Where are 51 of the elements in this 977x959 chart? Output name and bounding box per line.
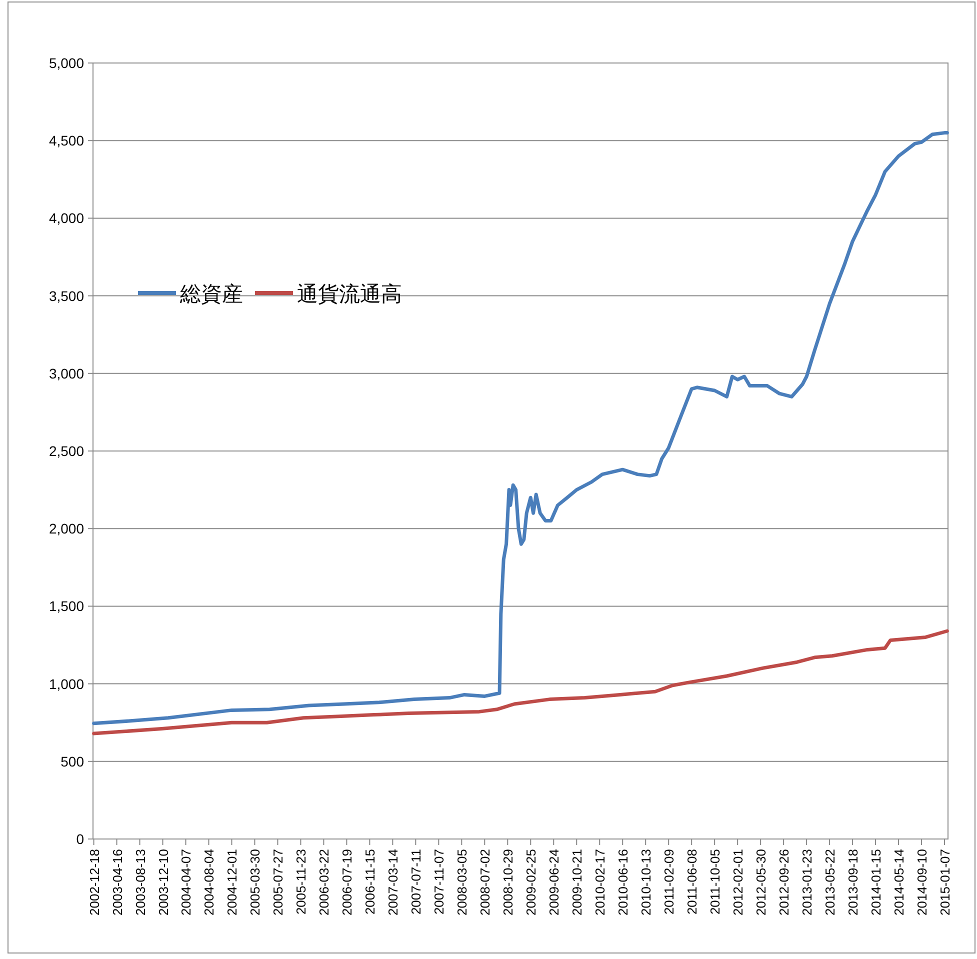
x-tick-label: 2004-08-04 xyxy=(202,849,217,916)
legend-label: 通貨流通高 xyxy=(297,283,402,306)
x-tick-label: 2015-01-07 xyxy=(938,849,953,916)
x-tick-label: 2008-03-05 xyxy=(454,849,470,916)
x-tick-label: 2010-02-17 xyxy=(592,849,608,916)
x-tick-label: 2014-01-15 xyxy=(868,849,884,916)
x-tick-label: 2005-11-23 xyxy=(294,849,309,915)
x-tick-label: 2005-07-27 xyxy=(270,849,286,916)
y-tick-label: 5,000 xyxy=(48,55,84,71)
x-tick-label: 2008-10-29 xyxy=(500,849,516,916)
x-tick-label: 2009-02-25 xyxy=(524,849,539,916)
x-tick-label: 2008-07-02 xyxy=(478,849,493,916)
x-tick-label: 2010-06-16 xyxy=(616,849,631,916)
x-tick-label: 2006-03-22 xyxy=(316,849,332,916)
x-tick-label: 2005-03-30 xyxy=(248,849,263,916)
x-tick-label: 2007-03-14 xyxy=(386,849,401,916)
x-tick-label: 2003-12-10 xyxy=(156,849,171,916)
x-tick-label: 2013-09-18 xyxy=(846,849,861,916)
x-tick-label: 2011-06-08 xyxy=(684,849,700,915)
x-tick-label: 2006-07-19 xyxy=(340,849,355,916)
legend-label: 総資産 xyxy=(179,283,243,306)
x-tick-label: 2012-05-30 xyxy=(754,849,769,916)
x-tick-label: 2002-12-18 xyxy=(86,849,102,916)
x-tick-label: 2004-12-01 xyxy=(224,849,240,916)
y-tick-label: 1,500 xyxy=(48,598,84,614)
y-tick-label: 500 xyxy=(60,753,84,770)
x-tick-label: 2012-02-01 xyxy=(730,849,746,916)
x-tick-label: 2006-11-15 xyxy=(362,849,378,915)
y-tick-label: 0 xyxy=(76,831,84,847)
y-tick-label: 3,500 xyxy=(48,288,84,304)
y-tick-label: 4,500 xyxy=(48,132,84,149)
x-tick-label: 2003-04-16 xyxy=(110,849,125,916)
y-tick-label: 2,500 xyxy=(48,443,84,459)
y-tick-label: 1,000 xyxy=(48,676,84,692)
x-tick-label: 2013-05-22 xyxy=(822,849,838,916)
x-tick-label: 2012-09-26 xyxy=(776,849,792,916)
x-tick-label: 2010-10-13 xyxy=(638,849,654,916)
x-tick-label: 2009-06-24 xyxy=(546,849,562,916)
x-tick-label: 2004-04-07 xyxy=(178,849,194,916)
x-tick-label: 2011-10-05 xyxy=(708,849,723,915)
x-tick-label: 2014-05-14 xyxy=(892,849,907,916)
x-tick-label: 2009-10-21 xyxy=(570,849,585,916)
y-tick-label: 3,000 xyxy=(48,365,84,382)
y-tick-label: 4,000 xyxy=(48,210,84,226)
x-tick-label: 2013-01-23 xyxy=(800,849,815,916)
x-tick-label: 2014-09-10 xyxy=(914,849,930,916)
x-tick-label: 2007-07-11 xyxy=(408,849,424,915)
x-tick-label: 2011-02-09 xyxy=(662,849,677,915)
x-tick-label: 2003-08-13 xyxy=(132,849,148,916)
x-tick-label: 2007-11-07 xyxy=(432,849,447,915)
y-tick-label: 2,000 xyxy=(48,520,84,537)
